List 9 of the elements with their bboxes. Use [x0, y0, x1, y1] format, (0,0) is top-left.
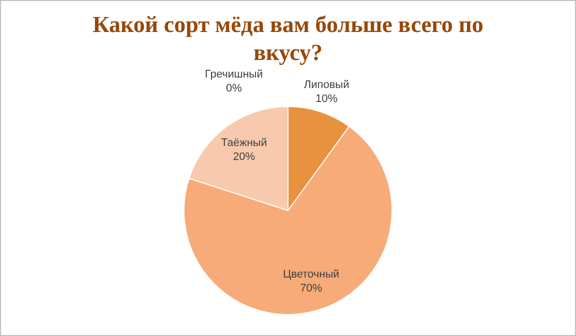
chart-title: Какой сорт мёда вам больше всего по вкусу? [92, 11, 484, 67]
category-label: Гречишный [204, 68, 263, 81]
data-label: 10% [316, 92, 338, 105]
slice-label: Цветочный [283, 268, 340, 281]
data-label: 20% [232, 150, 256, 163]
text: 0% [226, 82, 242, 95]
data-label: 70% [300, 282, 322, 295]
slice-label: Таёжный [221, 136, 267, 149]
slice-label: Липовый [304, 78, 350, 91]
